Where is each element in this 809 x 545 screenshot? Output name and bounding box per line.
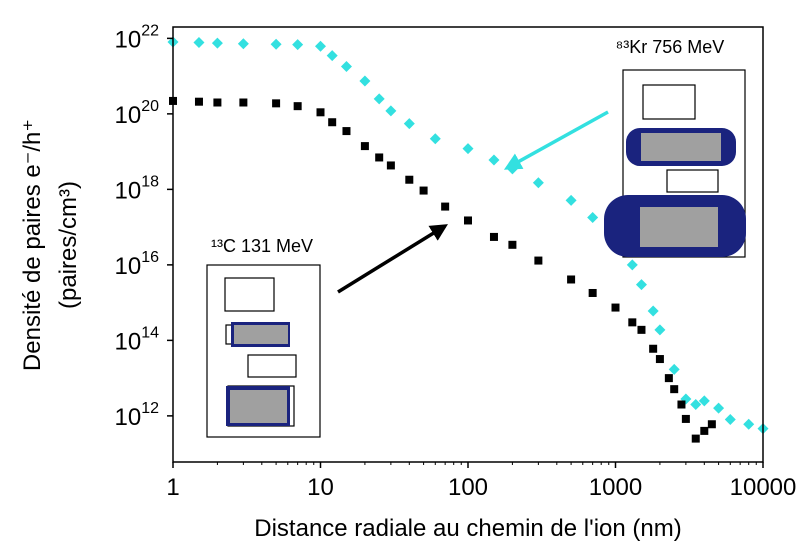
point [441,202,450,211]
point [681,414,690,423]
point [713,402,725,414]
point [508,240,517,249]
point [649,344,658,353]
point [373,93,385,105]
point [534,256,543,265]
point [316,108,325,117]
point [326,50,338,62]
y-tick-label: 1018 [115,173,160,204]
point [462,143,474,155]
point [654,324,666,336]
y-tick-label: 1012 [115,400,160,431]
y-axis-label: (paires/cm³) [55,181,82,309]
point [635,279,647,291]
point [315,40,326,52]
y-tick-exponent: 14 [141,324,159,341]
point [724,414,736,426]
point [565,194,577,206]
y-tick-base: 10 [115,177,142,204]
point [405,175,414,184]
point [670,385,679,394]
data-marks [167,36,769,443]
y-tick-label: 1014 [115,324,160,355]
x-tick-label: 100 [448,474,488,501]
point [193,36,205,48]
y-tick-exponent: 18 [141,173,159,190]
point [419,186,428,195]
point [464,216,472,225]
y-tick-base: 10 [115,26,142,53]
y-tick-exponent: 20 [141,98,159,115]
y-tick-exponent: 12 [141,400,159,417]
x-axis-label: Distance radiale au chemin de l'ion (nm) [254,515,681,542]
y-tick-label: 1016 [115,249,160,280]
point [489,232,498,241]
x-tick-label: 1000 [589,474,642,501]
point [239,98,248,107]
point [403,118,415,130]
y-tick-base: 10 [115,328,142,355]
point [342,127,351,136]
point [340,60,352,72]
point [664,374,673,383]
annotation: ⁸³Kr 756 MeV [616,37,725,57]
y-tick-base: 10 [115,102,142,129]
point [691,434,700,443]
point [194,97,203,106]
point [272,99,281,108]
point [677,400,686,409]
point [690,399,702,411]
point [532,177,544,189]
point [668,363,680,375]
y-tick-base: 10 [115,253,142,280]
point [700,426,709,435]
point [237,38,249,50]
point [637,325,646,334]
arrow [503,110,609,170]
y-tick-exponent: 16 [141,249,159,266]
x-tick-label: 10000 [730,474,797,501]
c-inset: ¹³C 131 MeV [206,236,321,438]
point [588,288,597,297]
point [385,105,397,117]
point [743,418,755,430]
point [429,133,441,145]
point [567,275,576,284]
y-axis-label: Densité de paires e⁻/h⁺ [19,119,46,371]
point [359,75,371,87]
point [270,38,282,50]
point [211,37,223,49]
point [587,211,599,223]
point [698,395,710,407]
point [360,142,369,151]
arrow [337,224,448,294]
point [328,118,337,127]
point [647,305,659,317]
point [488,154,500,166]
y-tick-base: 10 [115,404,142,431]
point [626,259,638,271]
point [628,318,637,327]
x-tick-label: 10 [307,474,334,501]
point [213,98,222,107]
y-tick-label: 1022 [115,22,160,53]
x-tick-label: 1 [166,474,179,501]
point [655,355,664,364]
point [386,161,395,170]
point [611,303,620,312]
annotation: ¹³C 131 MeV [211,236,313,256]
y-tick-exponent: 22 [141,22,159,39]
kr-inset: ⁸³Kr 756 MeV [604,37,746,258]
y-tick-label: 1020 [115,98,160,129]
point [293,102,302,111]
point [292,39,304,51]
point [707,420,716,429]
point [375,153,384,162]
